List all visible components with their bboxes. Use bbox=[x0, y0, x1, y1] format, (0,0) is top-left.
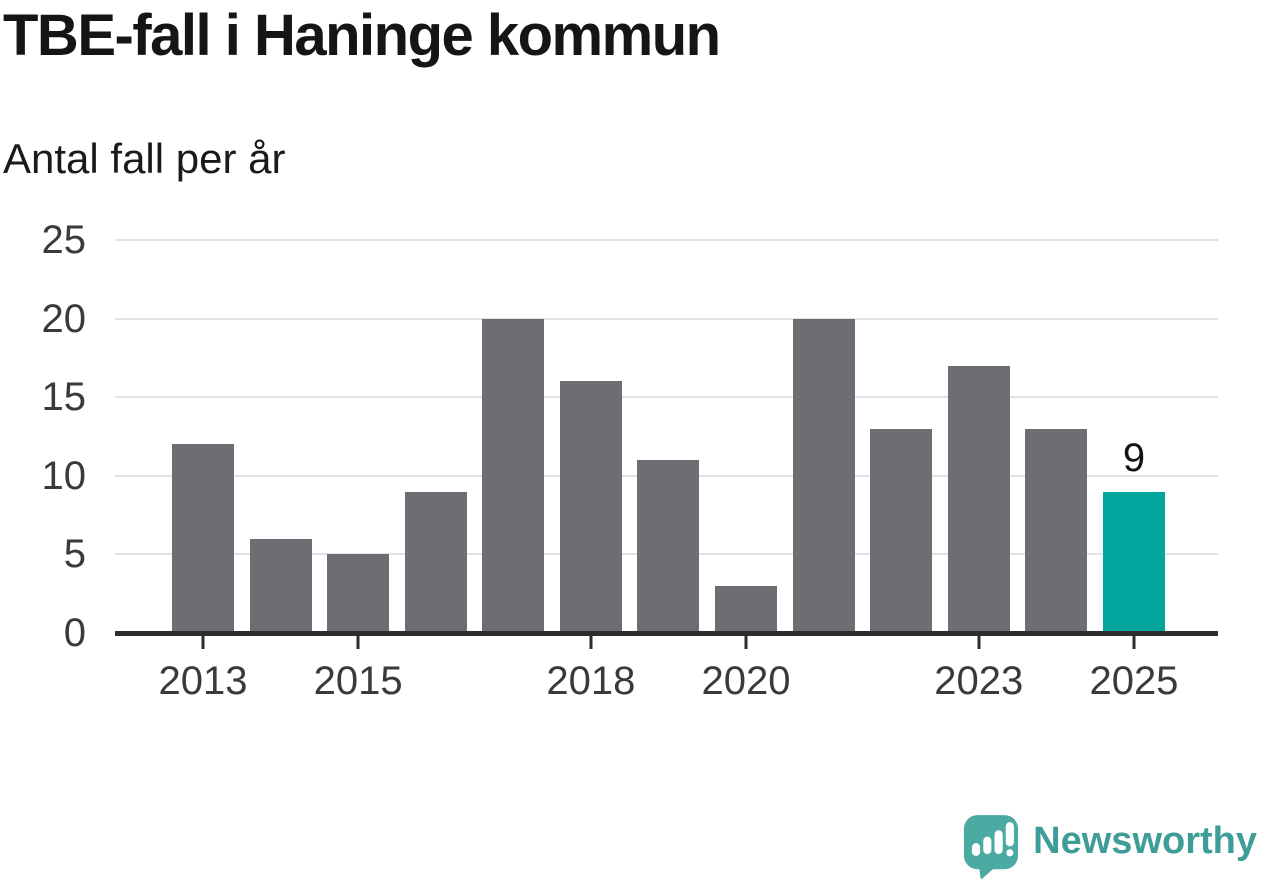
x-axis-label-2018: 2018 bbox=[546, 659, 636, 703]
y-axis-label-20: 20 bbox=[41, 296, 87, 341]
newsworthy-logo-icon bbox=[964, 815, 1019, 879]
gridline-20 bbox=[115, 317, 1218, 320]
chart-title: TBE-fall i Haninge kommun bbox=[3, 3, 721, 68]
bar-slot-2020: 2020 bbox=[702, 240, 791, 703]
gridline-25 bbox=[115, 239, 1218, 241]
bar-value-label-2025: 9 bbox=[1122, 435, 1146, 480]
bar-2020 bbox=[715, 585, 778, 633]
bar-2021 bbox=[792, 318, 855, 633]
brand-name: Newsworthy bbox=[1033, 820, 1257, 862]
x-tick-2015 bbox=[356, 636, 360, 649]
x-axis-label-2025: 2025 bbox=[1089, 659, 1179, 703]
bar-slot-2025: 2025 9 bbox=[1089, 240, 1178, 703]
bar-slot-2021 bbox=[792, 240, 855, 633]
bar-2019 bbox=[637, 460, 700, 633]
bar-slot-2013: 2013 bbox=[159, 240, 247, 703]
bar-slot-2024 bbox=[1025, 240, 1088, 633]
bar-2014 bbox=[249, 538, 312, 633]
x-axis-label-2023: 2023 bbox=[934, 659, 1024, 703]
x-axis-line bbox=[115, 631, 1218, 636]
bar-slot-2023: 2023 bbox=[934, 240, 1023, 703]
bar-slot-2019 bbox=[637, 240, 700, 633]
bar-2015 bbox=[327, 554, 390, 633]
bar-2022 bbox=[870, 428, 933, 633]
brand-footer: Newsworthy bbox=[962, 810, 1257, 879]
y-axis-label-5: 5 bbox=[63, 532, 86, 577]
chart-subtitle: Antal fall per år bbox=[3, 135, 286, 182]
bar-2017 bbox=[482, 318, 545, 633]
x-tick-2018 bbox=[589, 636, 593, 649]
y-axis-label-0: 0 bbox=[63, 611, 86, 655]
y-axis-label-15: 15 bbox=[41, 375, 87, 420]
bar-2016 bbox=[404, 491, 467, 633]
x-tick-2025 bbox=[1132, 636, 1136, 649]
x-tick-2023 bbox=[977, 636, 981, 649]
bar-slot-2015: 2015 bbox=[314, 240, 403, 703]
x-tick-2013 bbox=[201, 636, 205, 649]
x-axis-label-2020: 2020 bbox=[701, 659, 791, 703]
x-tick-2020 bbox=[744, 636, 748, 649]
bar-2025 bbox=[1102, 491, 1165, 633]
x-axis-label-2015: 2015 bbox=[313, 659, 403, 703]
bar-slot-2016 bbox=[404, 240, 467, 633]
bar-2023 bbox=[947, 365, 1010, 633]
bar-slot-2018: 2018 bbox=[546, 240, 635, 703]
y-axis-label-10: 10 bbox=[41, 453, 87, 498]
bars-row: 2013 2015 2018 2020 2023 2025 9 bbox=[159, 240, 1178, 703]
x-axis-label-2013: 2013 bbox=[158, 659, 248, 703]
bar-2018 bbox=[559, 381, 622, 633]
bar-2013 bbox=[172, 444, 234, 633]
bar-slot-2017 bbox=[482, 240, 545, 633]
y-axis-label-25: 25 bbox=[41, 218, 87, 262]
bar-slot-2022 bbox=[870, 240, 933, 633]
bar-2024 bbox=[1025, 428, 1088, 633]
bar-slot-2014 bbox=[249, 240, 312, 633]
gridline-15 bbox=[115, 396, 1218, 399]
